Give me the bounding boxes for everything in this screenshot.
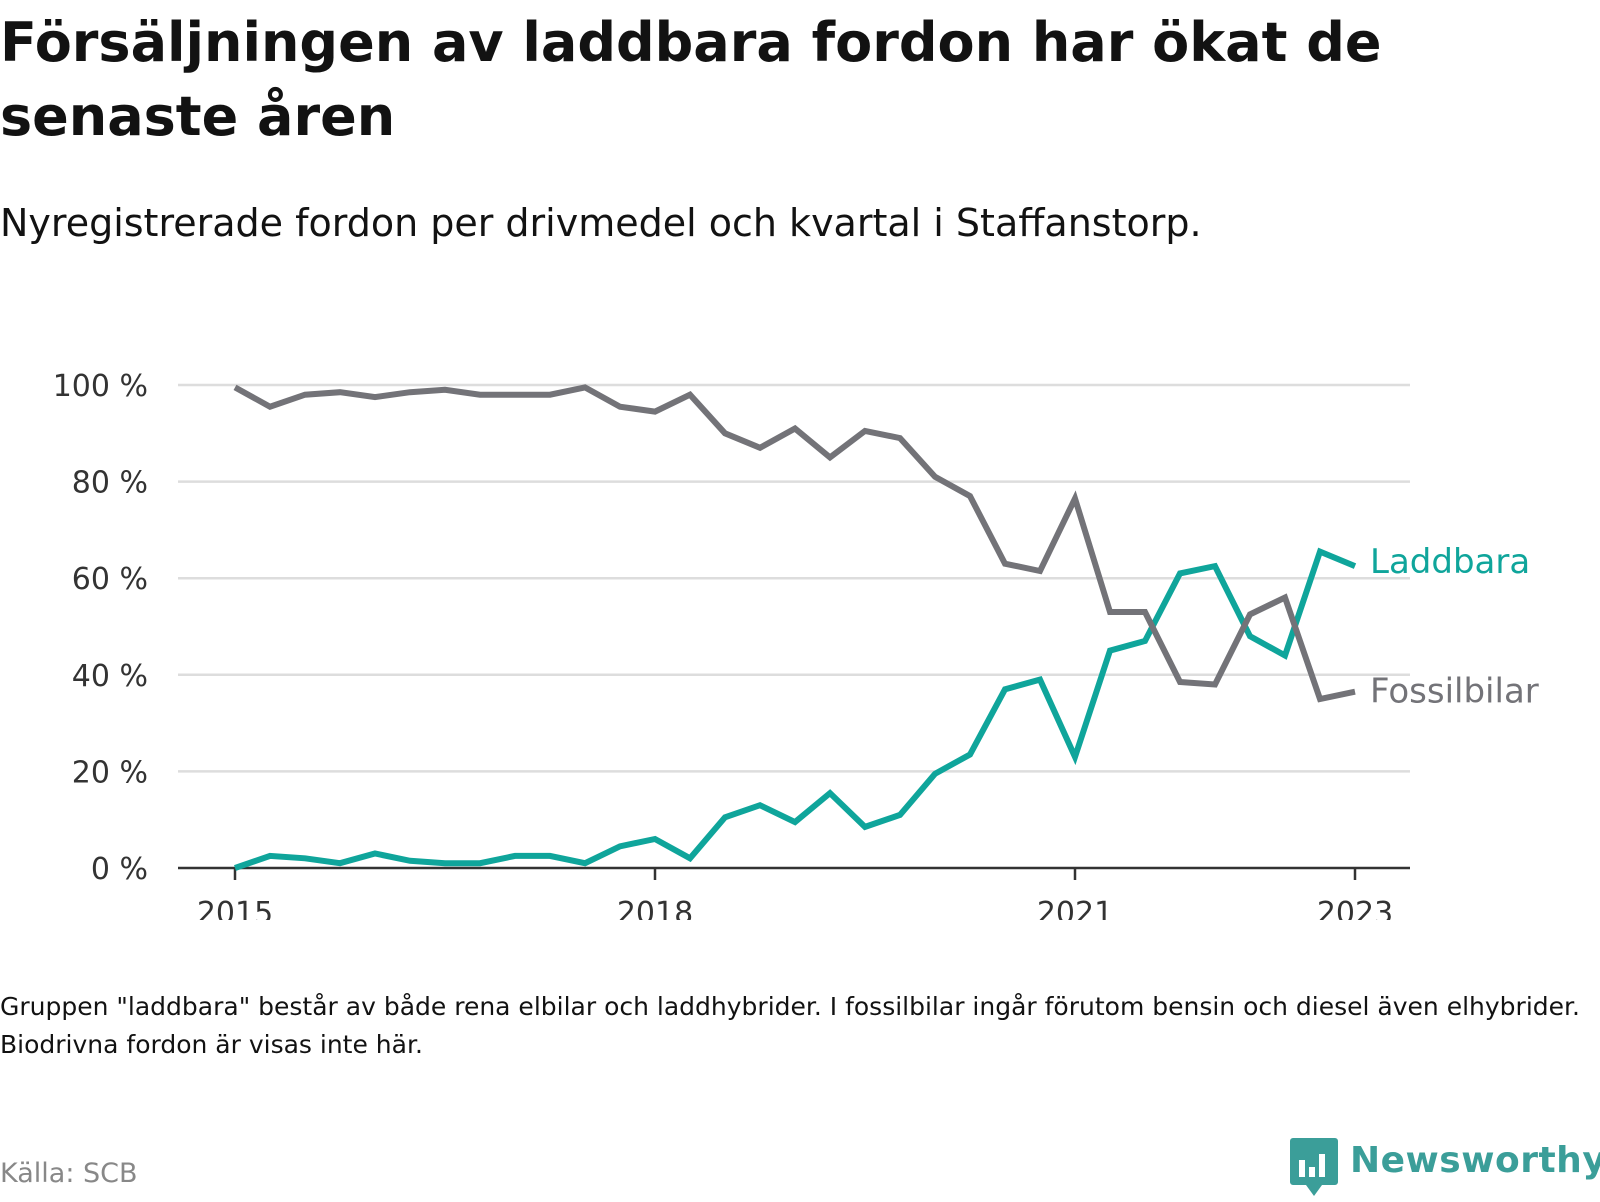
y-tick-label: 0 % [91, 852, 148, 887]
bar-chart-speech-bubble-icon [1290, 1138, 1338, 1196]
line-chart: 0 % 20 % 40 % 60 % 80 % 100 % 2015 2018 2021 202… [53, 369, 1539, 920]
chart-grid [178, 383, 1410, 773]
y-tick-label: 40 % [72, 659, 148, 694]
x-tick-label: 2018 [617, 896, 693, 920]
x-axis: 2015 2018 2021 2023 [178, 866, 1410, 920]
newsworthy-logo: Newsworthy [1290, 1138, 1600, 1202]
x-tick-label: 2015 [197, 896, 273, 920]
y-axis: 0 % 20 % 40 % 60 % 80 % 100 % [53, 369, 148, 887]
series-line-fossilbilar [233, 384, 1356, 703]
chart-subtitle: Nyregistrerade fordon per drivmedel och … [0, 201, 1202, 245]
y-tick-label: 80 % [72, 466, 148, 501]
chart-title: Försäljningen av laddbara fordon har öka… [0, 11, 1382, 148]
x-tick-label: 2023 [1317, 896, 1393, 920]
y-tick-label: 60 % [72, 562, 148, 597]
series-label-fossilbilar: Fossilbilar [1370, 672, 1539, 712]
chart-series [233, 384, 1357, 871]
series-line-laddbara [234, 547, 1357, 871]
chart-footnote: Gruppen "laddbara" består av både rena e… [0, 992, 1580, 1059]
x-tick-label: 2021 [1037, 896, 1113, 920]
source-credit: Källa: SCB [0, 1158, 138, 1189]
series-labels: Laddbara Fossilbilar [1370, 542, 1539, 712]
y-tick-label: 100 % [53, 369, 148, 404]
series-label-laddbara: Laddbara [1370, 542, 1530, 582]
brand-name: Newsworthy [1350, 1140, 1600, 1181]
y-tick-label: 20 % [72, 755, 148, 790]
